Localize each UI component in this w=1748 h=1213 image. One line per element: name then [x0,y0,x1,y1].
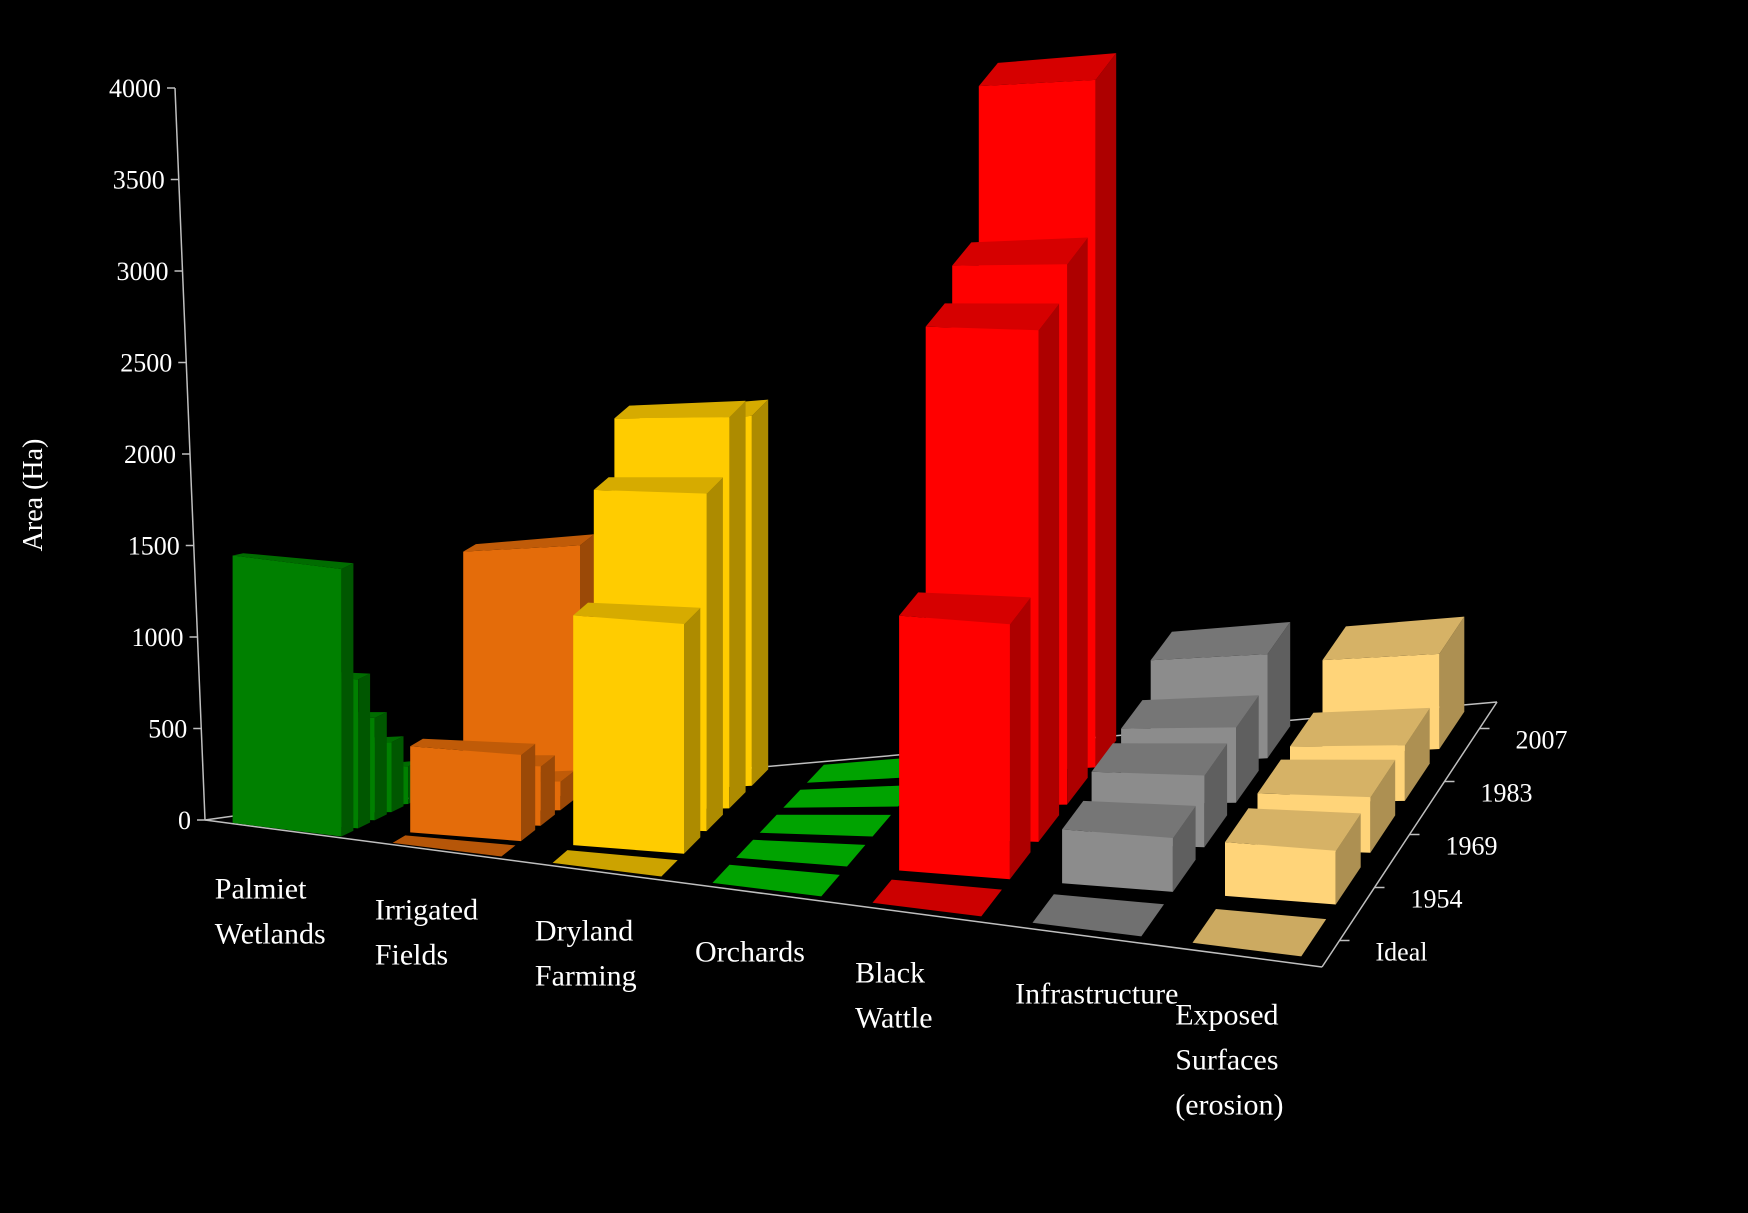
bar-side-face [1370,759,1396,853]
y-tick-label: 500 [148,715,187,744]
bar-base [872,879,1002,917]
bar-top-face [978,53,1117,87]
bar [759,814,891,837]
bar-top-face [925,303,1060,331]
bar-side-face [684,607,701,854]
bar-top-face [952,237,1088,266]
bar-front-face [463,545,580,802]
bar [552,850,678,877]
bar [392,835,516,857]
bar-side-face [1335,813,1361,905]
depth-label-1954: 1954 [1411,885,1463,914]
bar [1032,894,1164,937]
y-tick-label: 2500 [120,349,172,378]
bar-side-face [1172,805,1196,892]
bar-base [759,814,891,837]
bar-top-face [1225,808,1361,851]
bar-front-face [410,746,521,842]
bar-side-face [1439,616,1465,749]
bar-base [1032,894,1164,937]
bar [1192,909,1327,957]
bar-top-face [463,534,595,552]
bar-side-face [729,400,746,809]
category-label: Palmiet Wetlands [215,873,326,951]
bar-top-face [1290,707,1430,747]
y-tick-label: 4000 [109,74,161,103]
bar-side-face [540,755,555,826]
bar-side-face [1067,237,1088,805]
bar-side-face [706,477,723,832]
category-label: Irrigated Fields [375,894,478,972]
bar-front-face [232,555,342,837]
y-tick-label: 1500 [128,532,180,561]
bar-side-face [374,712,387,821]
bars [232,53,1465,957]
bar-top-face [1322,616,1465,661]
bar-top-face [573,602,701,624]
bar [410,738,536,842]
y-tick-label: 2000 [124,440,176,469]
bar [872,879,1002,917]
bar-side-face [341,563,354,837]
bar [232,553,354,837]
bar [573,602,701,854]
category-label: Orchards [695,936,805,969]
y-axis-title: Area (Ha) [18,439,49,552]
y-tick-label: 1000 [132,623,184,652]
bar-base [552,850,678,877]
bar-side-face [560,770,575,811]
depth-label-1983: 1983 [1481,779,1533,808]
bar-top-face [614,400,746,419]
bar-side-face [1009,597,1031,880]
bar-front-face [573,615,684,854]
bar-side-face [1038,303,1060,842]
bar [783,784,917,808]
bar-side-face [751,399,769,786]
bar-base [712,864,840,897]
bar-top-face [1062,800,1196,838]
y-tick-label: 3500 [113,166,165,195]
bar [736,839,866,867]
bar-top-face [1257,759,1396,798]
bar [899,592,1031,880]
bar-front-face [1062,829,1173,892]
bar-side-face [391,736,404,813]
bar-top-face [593,477,723,494]
bar [712,864,840,897]
x-axis-line [204,819,1323,968]
bar [1225,808,1361,905]
bar-top-face [1150,622,1291,661]
bar-top-face [1091,743,1228,776]
bar-top-face [1121,695,1259,729]
bar-top-face [410,738,536,755]
bar-base [736,839,866,867]
y-tick-label: 0 [178,806,191,835]
bar-side-face [1267,622,1291,759]
bar-side-face [1236,695,1259,803]
bar-front-face [899,615,1010,880]
depth-label-1969: 1969 [1446,832,1498,861]
category-label: Infrastructure [1015,978,1178,1011]
bar-front-face [1225,842,1336,905]
bar-side-face [358,673,371,829]
bar-base [392,835,516,857]
bar [1062,800,1196,892]
category-label: Exposed Surfaces (erosion) [1175,999,1283,1122]
bar-top-face [899,592,1031,625]
bar-side-face [1095,53,1117,768]
category-label: Black Wattle [855,957,933,1035]
category-label: Dryland Farming [535,915,637,993]
y-tick-label: 3000 [117,257,169,286]
depth-label-2007: 2007 [1516,726,1568,755]
bar-base [1192,909,1327,957]
labels: 0 500 1000 1500 2000 2500 3000 3500 4000 Area (Ha… [18,74,1568,1122]
depth-label-ideal: Ideal [1376,938,1428,967]
bar-side-face [1404,707,1430,801]
bar-side-face [1204,743,1228,848]
bar-side-face [521,743,536,842]
bar-top-face [232,553,354,569]
bar-base [783,784,917,808]
